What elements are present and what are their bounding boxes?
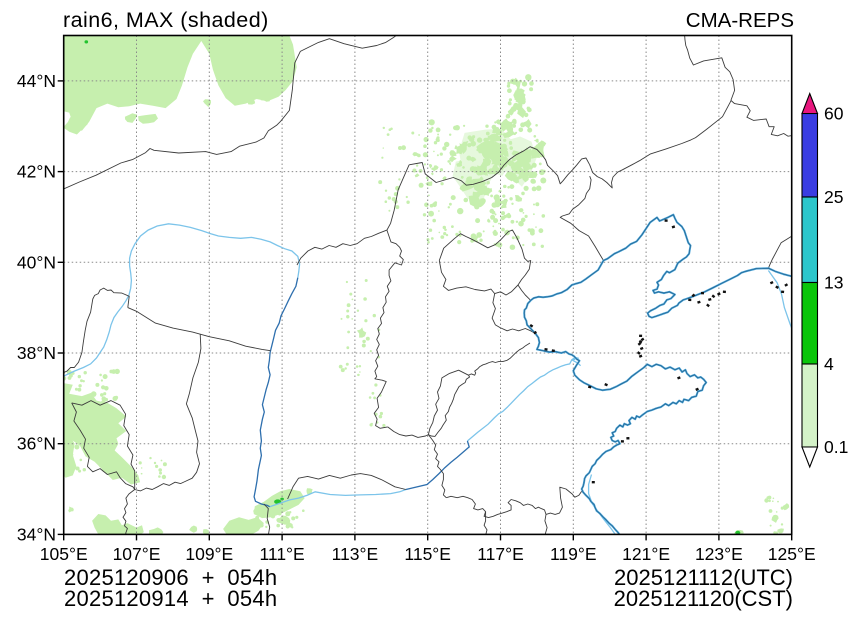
svg-text:44°N: 44°N (17, 71, 56, 91)
svg-text:123°E: 123°E (695, 544, 743, 564)
svg-text:113°E: 113°E (332, 544, 379, 564)
svg-text:111°E: 111°E (259, 544, 304, 564)
svg-text:25: 25 (824, 187, 843, 207)
svg-text:36°N: 36°N (17, 434, 56, 454)
svg-text:117°E: 117°E (477, 544, 524, 564)
svg-text:2025120914 + 054h: 2025120914 + 054h (64, 586, 277, 611)
svg-text:34°N: 34°N (17, 524, 56, 544)
svg-text:0.1: 0.1 (824, 437, 848, 457)
svg-text:4: 4 (824, 354, 834, 374)
svg-text:rain6, MAX (shaded): rain6, MAX (shaded) (63, 8, 269, 32)
svg-text:2025121120(CST): 2025121120(CST) (614, 586, 793, 611)
svg-text:105°E: 105°E (40, 544, 88, 564)
svg-text:107°E: 107°E (113, 544, 161, 564)
svg-text:109°E: 109°E (185, 544, 233, 564)
svg-text:42°N: 42°N (17, 162, 56, 182)
svg-text:40°N: 40°N (17, 252, 56, 272)
svg-text:38°N: 38°N (17, 343, 56, 363)
svg-text:119°E: 119°E (550, 544, 597, 564)
svg-text:125°E: 125°E (768, 544, 816, 564)
svg-text:2025120906 + 054h: 2025120906 + 054h (64, 565, 277, 590)
svg-text:121°E: 121°E (622, 544, 670, 564)
svg-text:115°E: 115°E (404, 544, 451, 564)
svg-text:13: 13 (824, 273, 843, 293)
svg-text:2025121112(UTC): 2025121112(UTC) (614, 565, 793, 590)
svg-text:60: 60 (824, 104, 844, 124)
svg-text:CMA-REPS: CMA-REPS (686, 9, 794, 32)
